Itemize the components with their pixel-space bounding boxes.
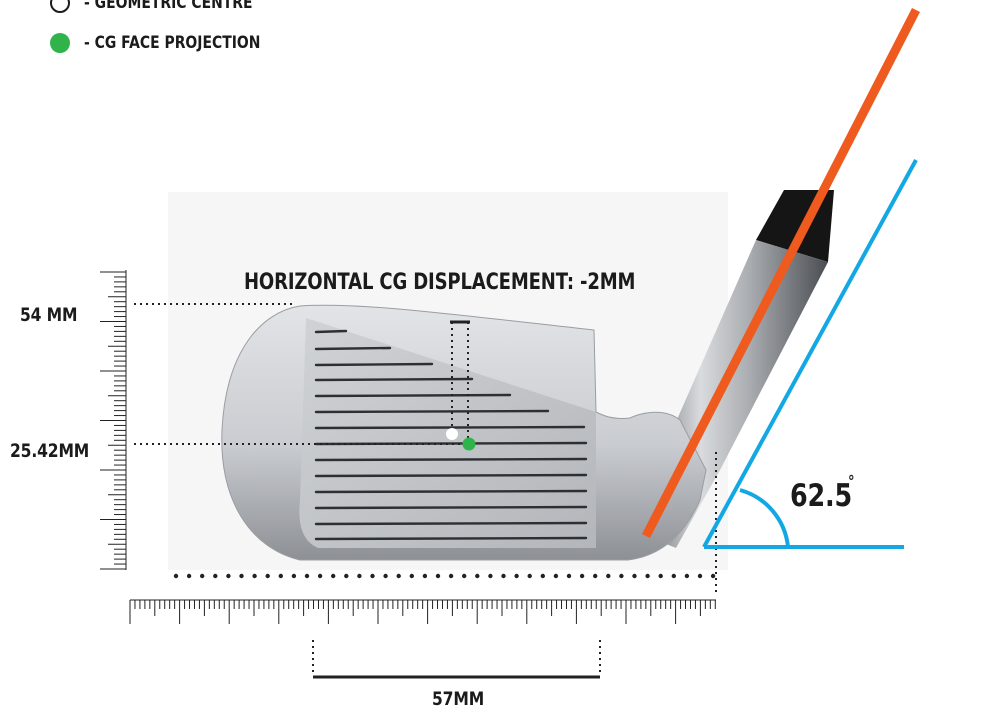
groove (314, 393, 512, 398)
groove (314, 457, 588, 462)
ground-dot (684, 573, 690, 579)
ground-dot (553, 573, 559, 579)
ground-dot (593, 573, 598, 579)
groove (314, 346, 392, 351)
cg-face-projection-legend-icon (50, 33, 70, 53)
ground-dot (527, 573, 532, 579)
ground-dot (619, 573, 624, 579)
lie-angle-arc (739, 488, 790, 548)
groove (314, 409, 550, 414)
ground-dot (632, 573, 637, 579)
ground-dot (331, 573, 336, 579)
guide-lines (134, 303, 717, 676)
ground-line-dots (173, 573, 716, 579)
ground-dot (265, 573, 270, 579)
ground-dot (566, 573, 572, 579)
face-width-label: 57MM (432, 688, 485, 710)
vertical-ruler (100, 270, 127, 570)
geometric-centre-point (446, 428, 458, 440)
horizontal-ruler (129, 599, 716, 624)
ground-dot (671, 573, 676, 579)
groove (314, 441, 588, 446)
ground-dot (239, 573, 244, 579)
ground-dot (606, 573, 611, 579)
lie-angle-shaft-line (702, 159, 918, 548)
ground-dot (514, 573, 519, 579)
groove (314, 521, 588, 526)
groove (314, 505, 588, 510)
face-grooves (314, 329, 588, 541)
ground-dot (435, 573, 441, 579)
ground-dot (488, 573, 493, 579)
groove (314, 425, 586, 430)
groove (314, 377, 474, 382)
groove (314, 329, 348, 334)
ground-dot (344, 573, 349, 579)
ground-dot (409, 573, 414, 579)
cg-height-label: 25.42MM (10, 440, 90, 462)
legend-geometric-centre-label: - GEOMETRIC CENTRE (84, 0, 253, 13)
horizontal-cg-displacement-label: HORIZONTAL CG DISPLACEMENT: -2MM (244, 270, 636, 295)
ground-dot (357, 573, 362, 579)
ground-dot (370, 573, 375, 579)
legend-cg-face-projection: - CG FACE PROJECTION (50, 33, 299, 53)
ground-dot (475, 573, 480, 579)
ground-dot (658, 573, 663, 579)
lie-angle-value: 62.5 (790, 478, 853, 514)
face-height-label: 54 MM (20, 304, 78, 326)
ground-dot (462, 573, 467, 579)
groove (314, 489, 588, 494)
ground-dot (422, 573, 428, 579)
ground-dot (213, 573, 218, 579)
ground-dot (304, 573, 310, 579)
ground-dot (200, 573, 205, 579)
ground-dot (173, 573, 179, 579)
ground-dot (291, 573, 297, 579)
groove (314, 536, 588, 541)
ground-dot (645, 573, 650, 579)
shaft-axis-line (641, 7, 921, 539)
ground-dot (501, 573, 506, 579)
ground-dot (383, 573, 388, 579)
ground-dot (710, 573, 716, 579)
ground-dot (396, 573, 401, 579)
groove (314, 362, 434, 367)
legend-cg-face-projection-label: - CG FACE PROJECTION (84, 33, 261, 53)
ground-dot (697, 573, 703, 579)
ground-dot (579, 573, 585, 579)
geometric-centre-legend-icon (50, 0, 70, 13)
ground-dot (317, 573, 323, 579)
ground-dot (448, 573, 454, 579)
groove (314, 473, 588, 478)
ground-dot (226, 573, 231, 579)
legend-geometric-centre: - GEOMETRIC CENTRE (50, 0, 290, 13)
ground-dot (252, 573, 257, 579)
ground-dot (278, 573, 283, 579)
ground-dot (540, 573, 545, 579)
lie-angle-degree-symbol: ° (848, 472, 855, 491)
ground-dot (186, 573, 192, 579)
cg-face-projection-point (462, 437, 476, 451)
